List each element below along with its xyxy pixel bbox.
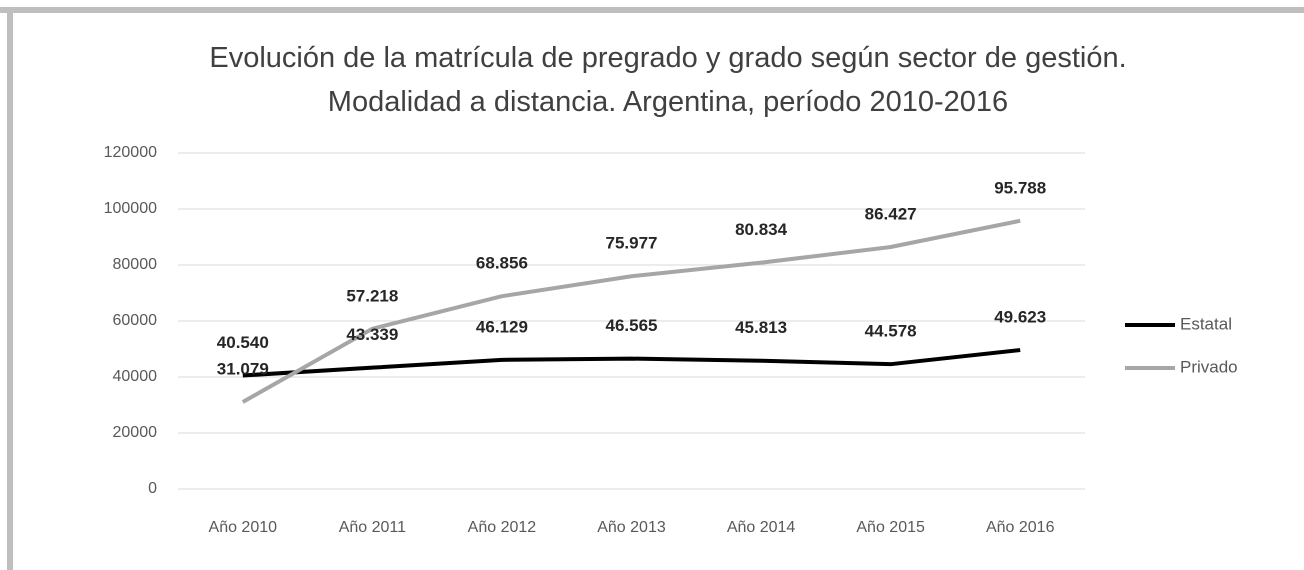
y-tick-label: 0 bbox=[148, 480, 157, 497]
data-label: 31.079 bbox=[217, 359, 269, 378]
data-label: 95.788 bbox=[994, 178, 1046, 197]
x-tick-label: Año 2012 bbox=[468, 519, 537, 536]
data-label: 57.218 bbox=[346, 286, 398, 305]
y-tick-label: 60000 bbox=[113, 312, 158, 329]
data-label: 86.427 bbox=[865, 204, 917, 223]
x-tick-label: Año 2016 bbox=[986, 519, 1055, 536]
y-tick-label: 100000 bbox=[104, 200, 157, 217]
data-label: 44.578 bbox=[865, 322, 917, 341]
data-label: 45.813 bbox=[735, 318, 787, 337]
frame-left bbox=[7, 7, 13, 570]
x-tick-label: Año 2015 bbox=[856, 519, 925, 536]
data-label: 46.129 bbox=[476, 317, 528, 336]
legend-label: Privado bbox=[1180, 357, 1238, 376]
legend-label: Estatal bbox=[1180, 314, 1232, 333]
series-line bbox=[242, 348, 1021, 378]
data-label: 43.339 bbox=[346, 325, 398, 344]
y-tick-label: 20000 bbox=[113, 424, 158, 441]
y-tick-label: 80000 bbox=[113, 256, 158, 273]
chart-title: Evolución de la matrícula de pregrado y … bbox=[209, 42, 1127, 118]
frame-top bbox=[0, 7, 1304, 13]
data-label: 46.565 bbox=[606, 316, 658, 335]
data-label: 80.834 bbox=[735, 220, 788, 239]
data-label: 75.977 bbox=[606, 234, 658, 253]
data-label: 40.540 bbox=[217, 333, 269, 352]
x-tick-label: Año 2014 bbox=[727, 519, 796, 536]
data-label: 68.856 bbox=[476, 254, 528, 273]
y-tick-label: 40000 bbox=[113, 368, 158, 385]
x-tick-label: Año 2011 bbox=[339, 519, 406, 536]
x-tick-label: Año 2013 bbox=[597, 519, 666, 536]
series-line bbox=[241, 218, 1021, 404]
data-label: 49.623 bbox=[994, 308, 1046, 327]
x-tick-label: Año 2010 bbox=[209, 519, 278, 536]
y-tick-label: 120000 bbox=[104, 144, 157, 161]
